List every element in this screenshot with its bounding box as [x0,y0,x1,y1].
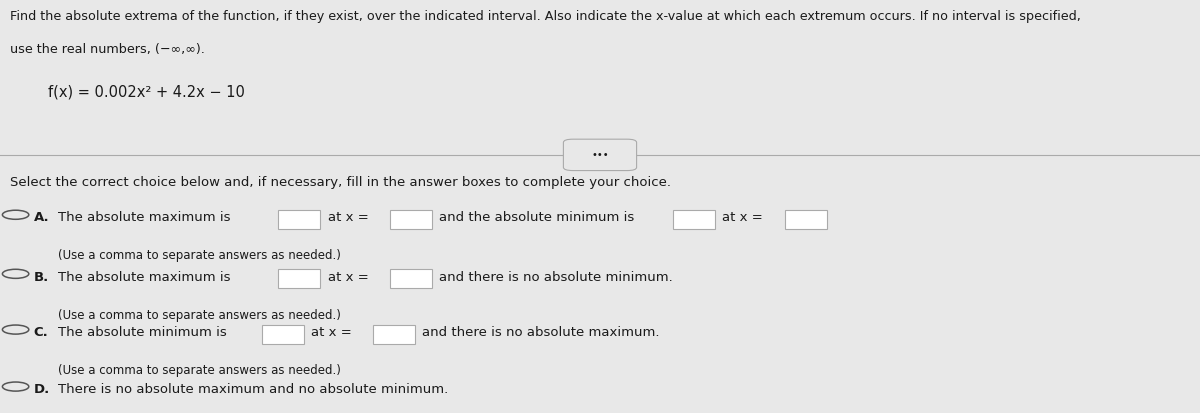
Text: at x =: at x = [722,211,763,224]
Text: (Use a comma to separate answers as needed.): (Use a comma to separate answers as need… [58,309,341,321]
Text: •••: ••• [592,150,608,160]
Text: The absolute maximum is: The absolute maximum is [58,211,230,224]
FancyBboxPatch shape [278,270,320,288]
FancyBboxPatch shape [390,270,432,288]
FancyBboxPatch shape [564,139,636,171]
FancyBboxPatch shape [262,325,304,344]
FancyBboxPatch shape [373,325,415,344]
Text: The absolute minimum is: The absolute minimum is [58,326,227,339]
Text: and there is no absolute minimum.: and there is no absolute minimum. [439,271,673,283]
Text: A.: A. [34,211,49,224]
Text: and there is no absolute maximum.: and there is no absolute maximum. [422,326,660,339]
Text: at x =: at x = [328,271,368,283]
FancyBboxPatch shape [673,211,715,229]
Text: (Use a comma to separate answers as needed.): (Use a comma to separate answers as need… [58,364,341,377]
FancyBboxPatch shape [785,211,827,229]
FancyBboxPatch shape [390,211,432,229]
Text: Find the absolute extrema of the function, if they exist, over the indicated int: Find the absolute extrema of the functio… [10,10,1080,23]
Text: D.: D. [34,383,50,396]
Text: Select the correct choice below and, if necessary, fill in the answer boxes to c: Select the correct choice below and, if … [10,176,671,188]
Text: B.: B. [34,271,49,283]
Text: and the absolute minimum is: and the absolute minimum is [439,211,635,224]
Text: f(x) = 0.002x² + 4.2x − 10: f(x) = 0.002x² + 4.2x − 10 [48,85,245,100]
FancyBboxPatch shape [278,211,320,229]
Text: at x =: at x = [311,326,352,339]
Text: C.: C. [34,326,48,339]
Text: The absolute maximum is: The absolute maximum is [58,271,230,283]
Text: (Use a comma to separate answers as needed.): (Use a comma to separate answers as need… [58,249,341,262]
Text: use the real numbers, (−∞,∞).: use the real numbers, (−∞,∞). [10,43,204,56]
Text: at x =: at x = [328,211,368,224]
Text: There is no absolute maximum and no absolute minimum.: There is no absolute maximum and no abso… [58,383,448,396]
